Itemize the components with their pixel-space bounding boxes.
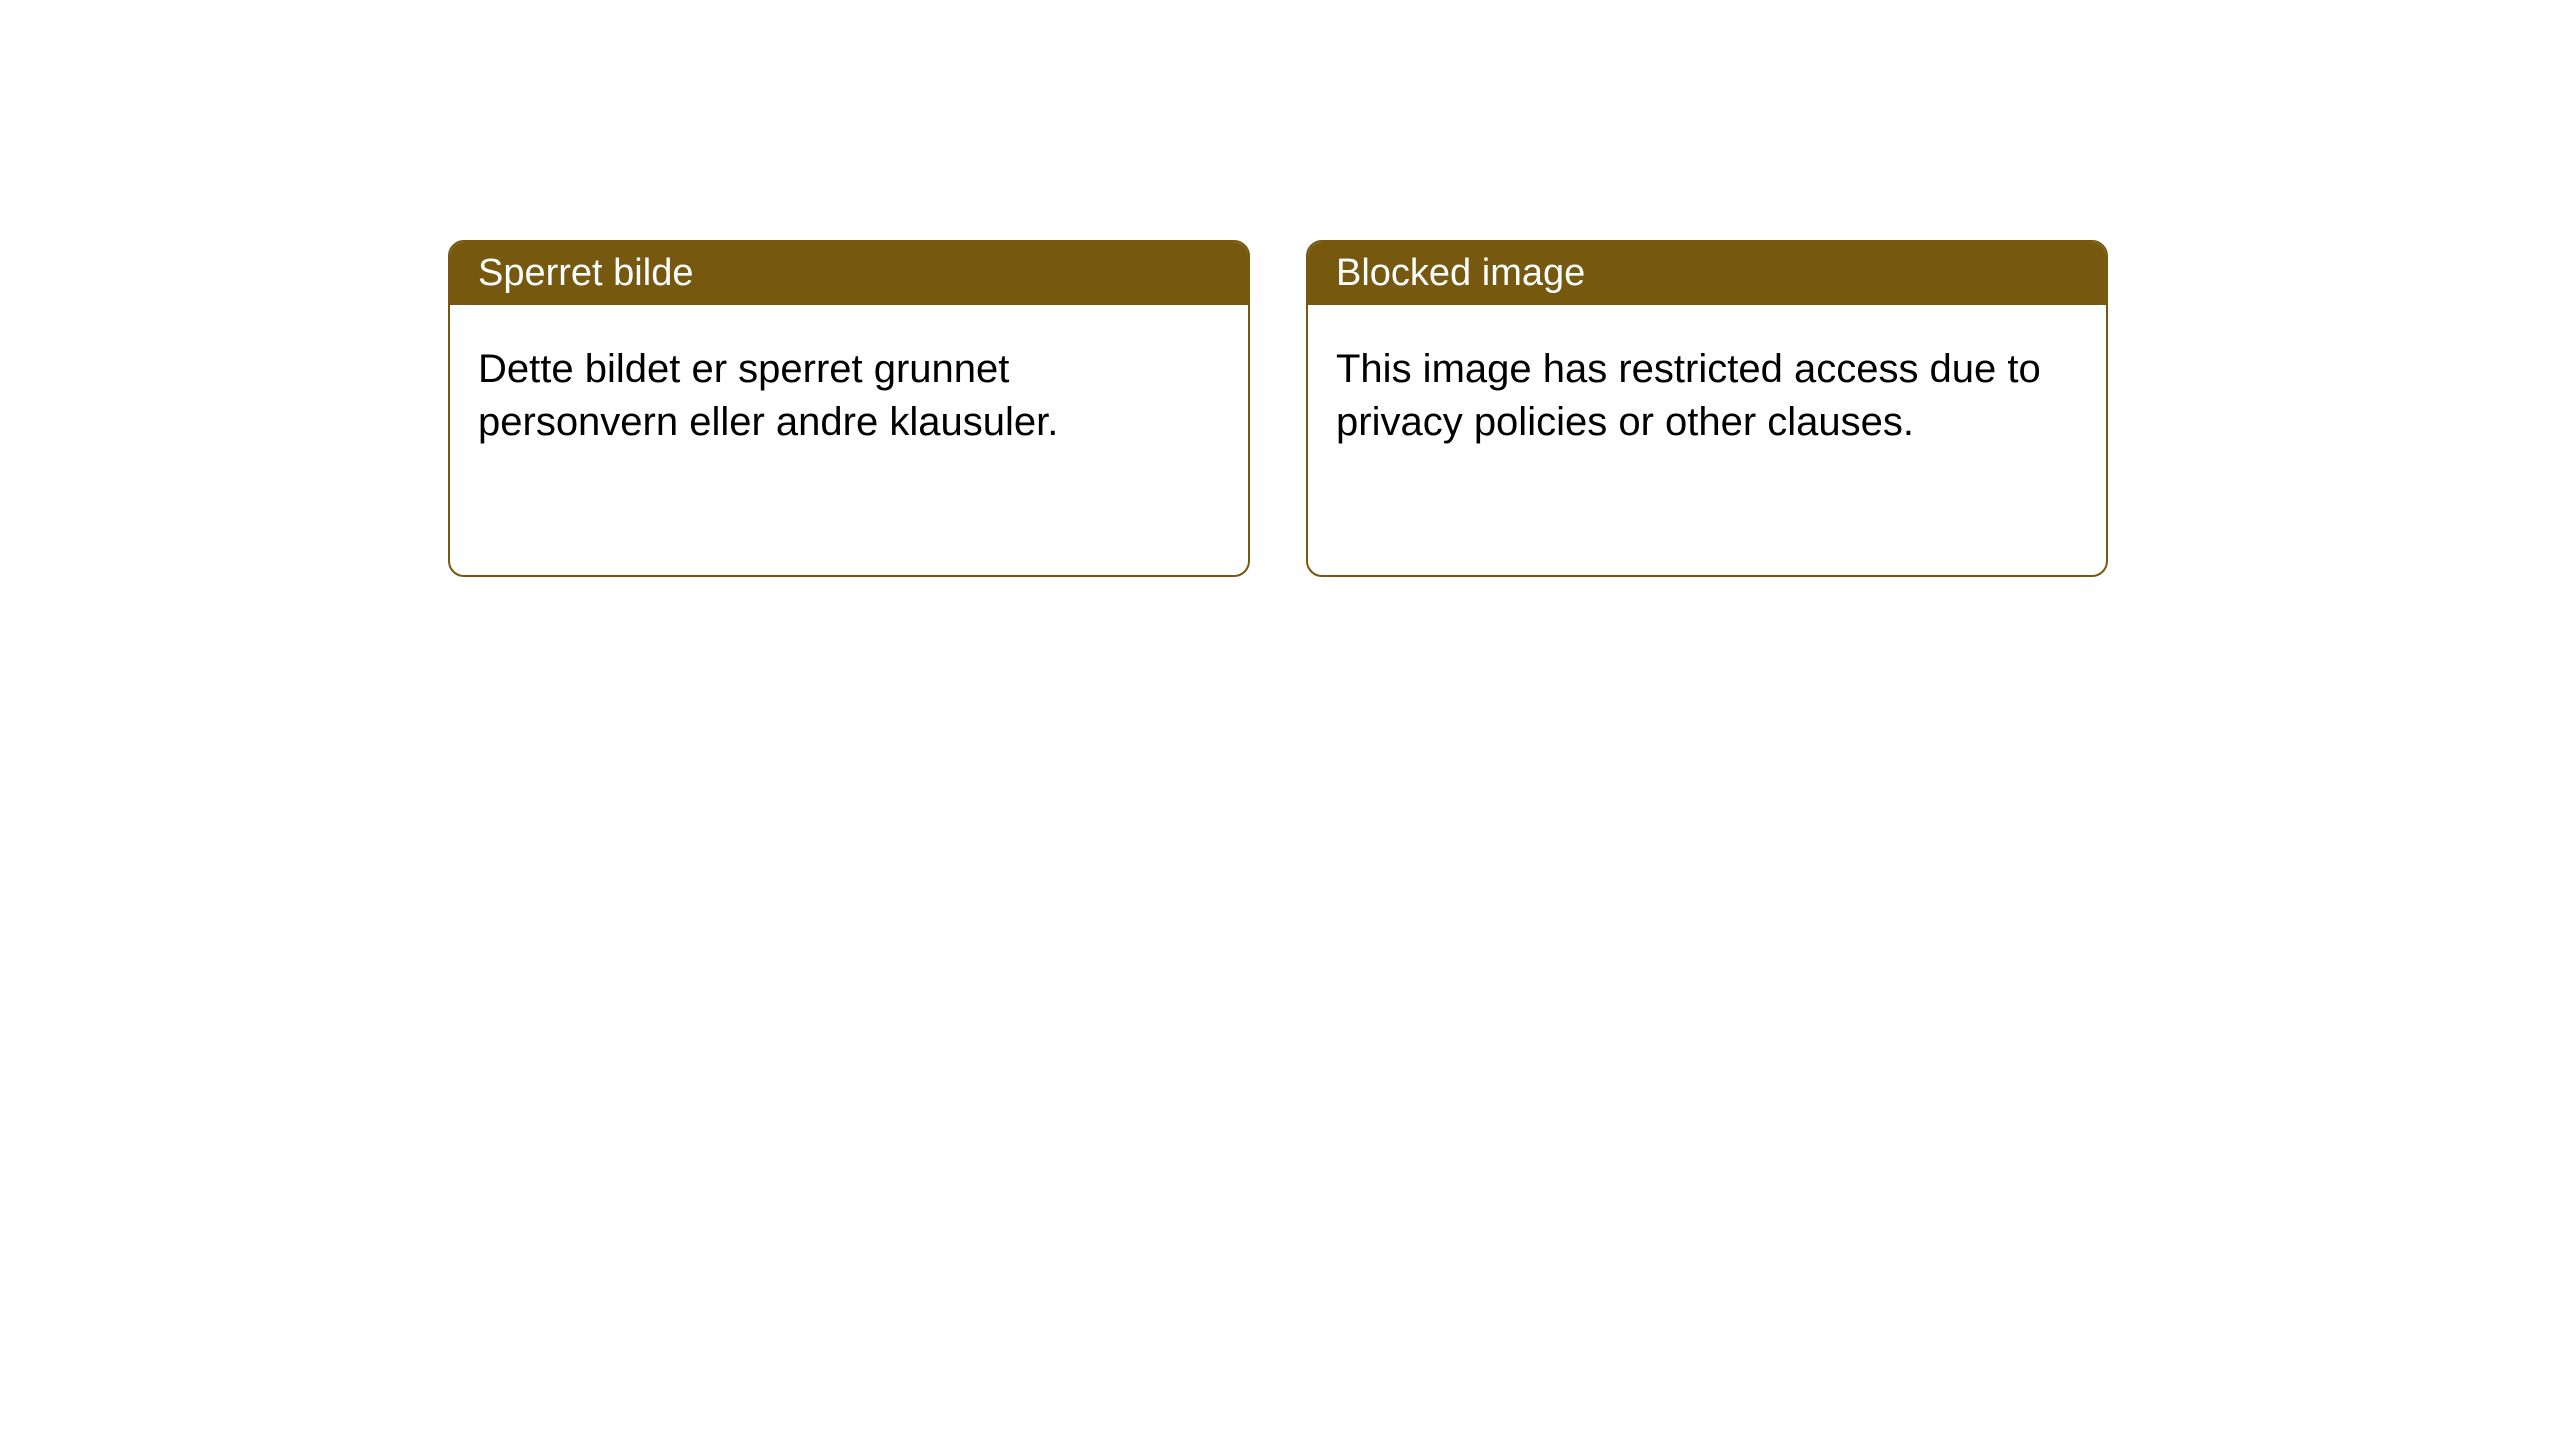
notice-body-text: This image has restricted access due to … xyxy=(1336,347,2041,444)
notice-container: Sperret bilde Dette bildet er sperret gr… xyxy=(0,0,2560,577)
notice-header: Blocked image xyxy=(1308,242,2106,305)
notice-title: Sperret bilde xyxy=(478,252,693,294)
notice-body-text: Dette bildet er sperret grunnet personve… xyxy=(478,347,1058,444)
notice-card-english: Blocked image This image has restricted … xyxy=(1306,240,2108,577)
notice-body: Dette bildet er sperret grunnet personve… xyxy=(450,305,1248,575)
notice-body: This image has restricted access due to … xyxy=(1308,305,2106,575)
notice-card-norwegian: Sperret bilde Dette bildet er sperret gr… xyxy=(448,240,1250,577)
notice-header: Sperret bilde xyxy=(450,242,1248,305)
notice-title: Blocked image xyxy=(1336,252,1585,294)
